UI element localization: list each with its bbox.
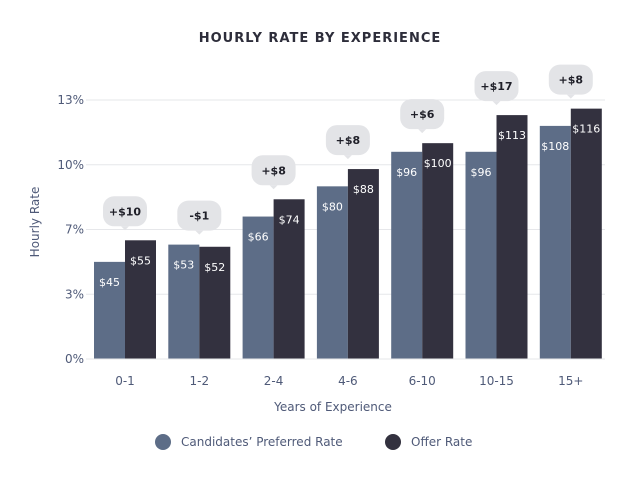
bar-value-label: $52: [204, 261, 225, 274]
difference-bubble: [103, 196, 147, 227]
bar-preferred: [539, 125, 571, 360]
legend-item: Candidates’ Preferred Rate: [155, 434, 343, 450]
difference-bubble: [251, 155, 296, 186]
bar-offer: [125, 240, 156, 359]
bar-value-label: $96: [471, 166, 492, 179]
difference-bubble: [325, 125, 370, 156]
bar-value-label: $100: [424, 157, 452, 170]
bar-offer: [347, 169, 379, 359]
y-tick-label: 3%: [65, 287, 84, 301]
bar-value-label: $80: [322, 200, 343, 213]
x-axis-label: Years of Experience: [273, 400, 392, 414]
difference-label: +$8: [559, 74, 584, 87]
y-tick-label: 7%: [65, 223, 84, 237]
y-axis-label: Hourly Rate: [28, 187, 42, 258]
bar-value-label: $96: [396, 166, 417, 179]
difference-bubble: [400, 99, 445, 130]
bar-value-label: $116: [572, 123, 600, 136]
difference-bubble: [474, 71, 519, 102]
bar-preferred: [168, 244, 200, 359]
bubble-pointer: [418, 129, 427, 134]
bubble-pointer: [343, 155, 352, 160]
bar-value-label: $45: [99, 276, 120, 289]
x-tick-label: 10-15: [479, 374, 514, 388]
y-tick-label: 13%: [57, 93, 84, 107]
x-tick-label: 2-4: [264, 374, 284, 388]
difference-bubble: [177, 200, 222, 231]
bar-offer: [273, 199, 305, 359]
bar-preferred: [242, 216, 274, 359]
x-tick-label: 15+: [558, 374, 583, 388]
bubble-pointer: [121, 226, 129, 231]
x-tick-label: 4-6: [338, 374, 358, 388]
bar-offer: [496, 115, 528, 359]
bubble-pointer: [195, 230, 204, 235]
difference-label: -$1: [189, 210, 209, 223]
bar-preferred: [94, 261, 125, 359]
x-tick-label: 0-1: [115, 374, 135, 388]
difference-label: +$10: [109, 205, 142, 218]
legend-item: Offer Rate: [385, 434, 472, 450]
difference-label: +$6: [410, 108, 435, 121]
bar-preferred: [391, 151, 423, 359]
bar-value-label: $55: [130, 254, 151, 267]
bar-value-label: $88: [353, 183, 374, 196]
bar-group-4-6: $80 $88 +$8 4-6: [316, 125, 379, 388]
y-tick-label: 0%: [65, 352, 84, 366]
bar-offer: [570, 108, 602, 359]
bar-value-label: $53: [173, 259, 194, 272]
x-tick-label: 6-10: [409, 374, 436, 388]
y-tick-label: 10%: [57, 158, 84, 172]
legend-swatch: [385, 434, 401, 450]
bubble-pointer: [492, 101, 501, 106]
bubble-pointer: [566, 94, 575, 99]
difference-label: +$8: [261, 164, 286, 177]
bar-group-10-15: $96 $113 +$17 10-15: [465, 71, 528, 388]
legend-label: Offer Rate: [411, 435, 472, 449]
x-tick-label: 1-2: [189, 374, 209, 388]
bubble-pointer: [269, 185, 278, 190]
difference-label: +$17: [480, 80, 512, 93]
bar-value-label: $113: [498, 129, 526, 142]
bar-group-2-4: $66 $74 +$8 2-4: [242, 155, 305, 388]
chart-title: HOURLY RATE BY EXPERIENCE: [199, 31, 442, 46]
bar-value-label: $74: [279, 213, 300, 226]
bar-preferred: [465, 151, 497, 359]
bar-value-label: $108: [541, 140, 569, 153]
legend-label: Candidates’ Preferred Rate: [181, 435, 343, 449]
difference-label: +$8: [336, 134, 361, 147]
bar-group-6-10: $96 $100 +$6 6-10: [391, 99, 454, 388]
bar-offer: [422, 143, 454, 359]
bar-preferred: [316, 186, 348, 359]
bar-group-1-2: $53 $52 -$1 1-2: [168, 200, 231, 388]
bar-offer: [199, 246, 231, 359]
bar-group-0-1: $45 $55 +$10 0-1: [94, 196, 156, 388]
legend-swatch: [155, 434, 171, 450]
difference-bubble: [548, 64, 593, 95]
bar-value-label: $66: [248, 231, 269, 244]
bar-group-15+: $108$116 +$8 15+: [539, 64, 602, 388]
